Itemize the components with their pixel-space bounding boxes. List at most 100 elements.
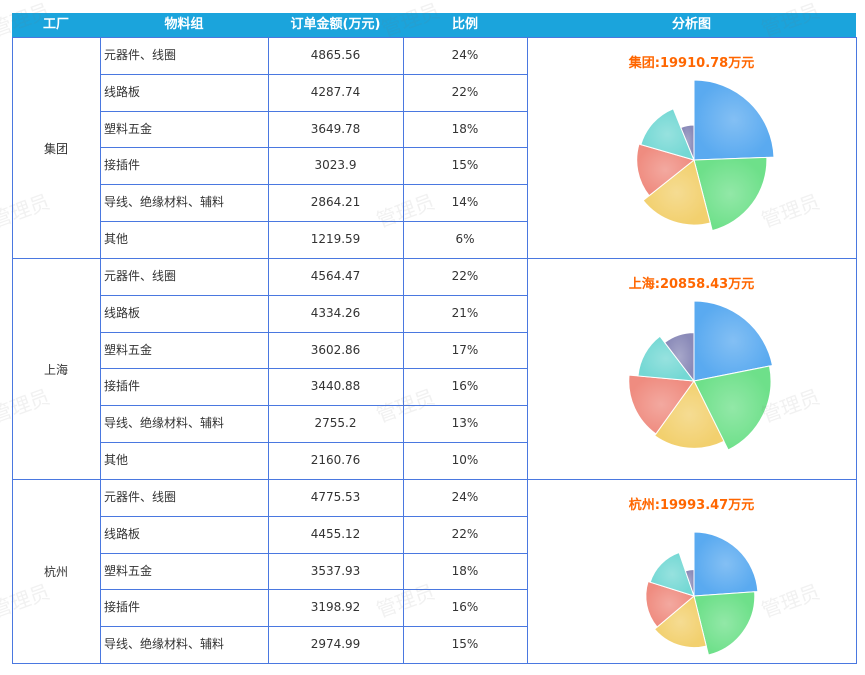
material-cell: 其他 <box>104 453 129 467</box>
watermark-text: 管理员 <box>0 579 53 623</box>
row-divider <box>100 147 527 149</box>
ratio-cell: 16% <box>451 379 479 394</box>
ratio-cell: 22% <box>451 269 479 283</box>
pie-slice[interactable] <box>693 156 768 232</box>
material-cell: 塑料五金 <box>104 563 153 578</box>
material-cell: 其他 <box>104 232 129 246</box>
row-divider <box>100 221 527 222</box>
material-cell: 接插件 <box>104 600 141 615</box>
group-divider <box>12 37 857 38</box>
header-ratio: 比例 <box>451 17 478 32</box>
row-divider <box>100 405 527 407</box>
column-divider <box>268 37 269 663</box>
column-divider <box>12 37 13 663</box>
ratio-cell: 24% <box>451 48 479 62</box>
amount-cell: 3602.86 <box>310 342 361 357</box>
material-cell: 元器件、线圈 <box>104 48 177 62</box>
pie-slice[interactable] <box>693 591 756 656</box>
ratio-cell: 15% <box>451 637 479 652</box>
material-cell: 线路板 <box>104 526 141 541</box>
pie-slice[interactable] <box>637 335 696 382</box>
header-order-amount: 订单金额(万元) <box>290 17 381 32</box>
amount-cell: 1219.59 <box>310 232 361 246</box>
material-cell: 塑料五金 <box>104 342 153 357</box>
row-divider <box>100 589 527 591</box>
amount-cell: 2160.76 <box>310 453 361 467</box>
header-material-group: 物料组 <box>164 17 204 32</box>
column-divider <box>403 37 404 663</box>
material-cell: 元器件、线圈 <box>104 490 177 504</box>
row-divider <box>100 110 527 112</box>
pie-slice[interactable] <box>680 124 695 161</box>
pie-slice[interactable] <box>693 531 759 597</box>
material-cell: 导线、绝缘材料、辅料 <box>104 416 225 431</box>
pie-slice[interactable] <box>642 159 711 226</box>
pie-slice[interactable] <box>645 580 696 628</box>
amount-cell: 4455.12 <box>310 526 361 541</box>
row-divider <box>100 368 527 370</box>
amount-cell: 4775.53 <box>310 490 361 504</box>
material-cell: 塑料五金 <box>104 121 153 136</box>
ratio-cell: 24% <box>451 490 479 504</box>
row-divider <box>100 184 527 186</box>
chart-title-group: 集团:19910.78万元 <box>628 56 755 71</box>
column-divider <box>527 37 528 663</box>
row-divider <box>100 442 527 443</box>
row-divider <box>100 626 527 628</box>
amount-cell: 4334.26 <box>310 305 361 320</box>
ratio-cell: 22% <box>451 84 479 99</box>
ratio-cell: 16% <box>451 600 479 615</box>
pie-chart-shanghai <box>628 300 774 451</box>
row-divider <box>100 552 527 554</box>
ratio-cell: 13% <box>451 416 479 431</box>
amount-cell: 3537.93 <box>310 563 361 578</box>
amount-cell: 4287.74 <box>310 84 361 99</box>
ratio-cell: 10% <box>451 453 479 467</box>
row-divider <box>100 331 527 333</box>
pie-slice[interactable] <box>636 143 696 197</box>
row-divider <box>100 294 527 296</box>
pie-slice[interactable] <box>653 595 707 649</box>
ratio-cell: 21% <box>451 305 479 320</box>
row-divider <box>100 73 527 75</box>
amount-cell: 3649.78 <box>310 121 361 136</box>
chart-title-shanghai: 上海:20858.43万元 <box>628 277 755 292</box>
factory-cell: 杭州 <box>43 565 68 579</box>
header-analysis: 分析图 <box>671 17 711 32</box>
pie-slice[interactable] <box>663 332 695 383</box>
column-divider <box>100 37 101 663</box>
column-divider <box>856 37 857 663</box>
watermark-text: 管理员 <box>0 384 53 428</box>
watermark-text: 管理员 <box>0 189 53 233</box>
pie-slice[interactable] <box>684 568 695 597</box>
ratio-cell: 17% <box>451 342 479 357</box>
amount-cell: 2864.21 <box>310 195 361 210</box>
pie-slice[interactable] <box>693 365 772 451</box>
chart-title-hangzhou: 杭州:19993.47万元 <box>628 498 755 513</box>
pie-slice[interactable] <box>693 300 774 382</box>
material-cell: 接插件 <box>104 158 141 173</box>
pie-chart-hangzhou <box>645 531 759 656</box>
amount-cell: 3198.92 <box>310 600 361 615</box>
pie-slice[interactable] <box>653 380 725 449</box>
row-divider <box>100 515 527 517</box>
pie-slice[interactable] <box>649 551 695 597</box>
factory-cell: 集团 <box>43 141 68 156</box>
pie-slice[interactable] <box>693 79 775 161</box>
material-cell: 线路板 <box>104 305 141 320</box>
table-header <box>12 13 856 37</box>
group-divider <box>12 479 857 480</box>
material-cell: 元器件、线圈 <box>104 269 177 283</box>
material-cell: 线路板 <box>104 84 141 99</box>
ratio-cell: 15% <box>451 158 479 173</box>
amount-cell: 4564.47 <box>310 269 361 283</box>
pie-chart-group <box>636 79 775 232</box>
ratio-cell: 22% <box>451 526 479 541</box>
pie-slice[interactable] <box>628 374 695 435</box>
pie-slice[interactable] <box>640 108 695 161</box>
ratio-cell: 18% <box>451 563 479 578</box>
group-divider <box>12 258 857 259</box>
amount-cell: 3440.88 <box>310 379 361 394</box>
amount-cell: 2974.99 <box>310 637 361 652</box>
material-cell: 导线、绝缘材料、辅料 <box>104 195 225 210</box>
